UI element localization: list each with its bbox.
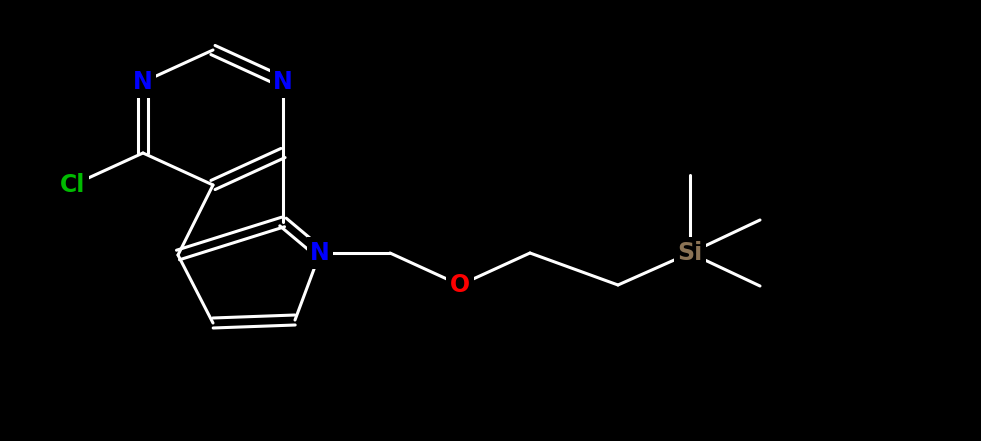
Text: O: O [450, 273, 470, 297]
Text: N: N [133, 70, 153, 94]
Text: N: N [310, 241, 330, 265]
Text: Cl: Cl [60, 173, 85, 197]
Text: N: N [273, 70, 293, 94]
Text: Si: Si [677, 241, 702, 265]
